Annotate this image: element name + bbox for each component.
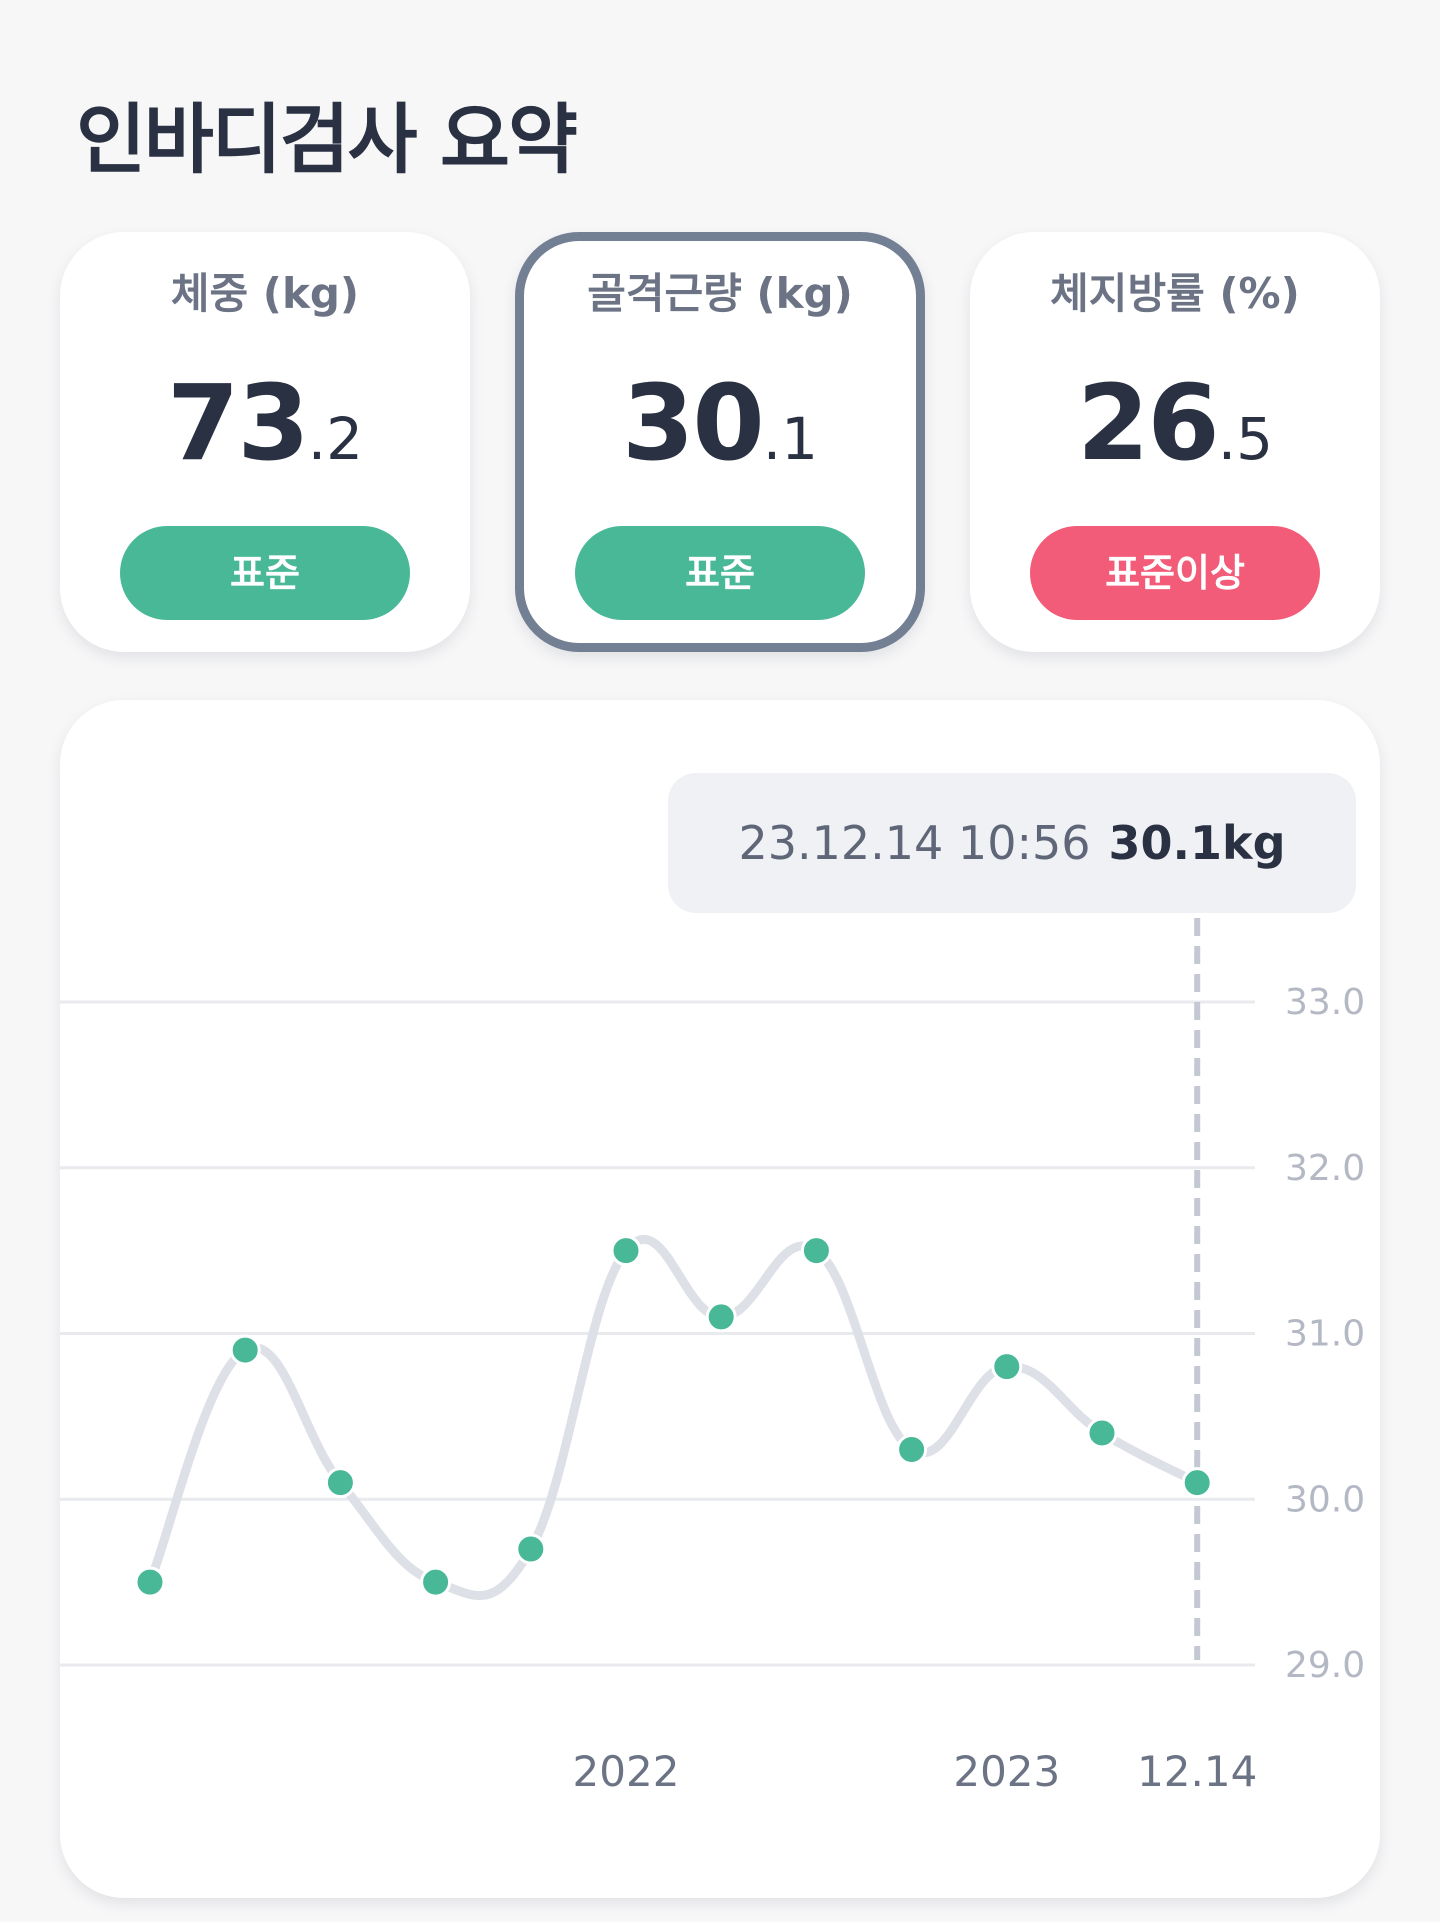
x-tick-label: 2022 [573,1747,680,1796]
x-tick-label: 2023 [953,1747,1060,1796]
y-tick-label: 33.0 [1285,982,1365,1023]
tooltip-datetime: 23.12.14 10:56 [738,816,1091,870]
value-decimal: .2 [307,405,364,473]
value-integer: 30 [621,362,765,484]
tooltip-value: 30.1kg [1108,816,1286,870]
series-line [145,1235,1202,1601]
data-point [420,1566,452,1598]
data-point [1181,1467,1213,1499]
card-weight[interactable]: 체중 (kg) 73.2 표준 [60,232,470,652]
y-tick-label: 29.0 [1285,1645,1365,1686]
y-tick-label: 31.0 [1285,1314,1365,1355]
y-tick-label: 32.0 [1285,1148,1365,1189]
card-skeletal-muscle[interactable]: 골격근량 (kg) 30.1 표준 [515,232,925,652]
card-label: 체중 (kg) [170,269,360,318]
card-body-fat[interactable]: 체지방률 (%) 26.5 표준이상 [970,232,1380,652]
page-title: 인바디검사 요약 [76,95,578,184]
data-point [800,1235,832,1267]
data-point [229,1334,261,1366]
status-badge: 표준이상 [1030,526,1320,620]
card-label: 체지방률 (%) [1050,269,1300,318]
x-tick-label: 12.14 [1137,1747,1257,1796]
data-point [515,1533,547,1565]
card-label: 골격근량 (kg) [587,269,853,318]
status-badge: 표준 [120,526,410,620]
card-value: 26.5 [970,362,1380,484]
status-badge: 표준 [575,526,865,620]
trend-chart[interactable]: 33.0 32.0 31.0 30.0 29.0 2022 2023 12.14 [60,700,1380,1898]
data-point [991,1351,1023,1383]
data-point [1086,1417,1118,1449]
y-tick-label: 30.0 [1285,1479,1365,1520]
summary-cards: 체중 (kg) 73.2 표준 골격근량 (kg) 30.1 표준 체지방률 (… [0,232,1440,652]
card-value: 30.1 [524,362,916,484]
value-decimal: .5 [1217,405,1274,473]
data-point [610,1235,642,1267]
data-point [896,1434,928,1466]
chart-tooltip: 23.12.14 10:56 30.1kg [668,773,1356,913]
value-integer: 73 [166,362,310,484]
value-decimal: .1 [762,405,819,473]
value-integer: 26 [1076,362,1220,484]
data-point [324,1467,356,1499]
data-point [134,1566,166,1598]
data-point [705,1301,737,1333]
card-value: 73.2 [60,362,470,484]
trend-chart-card: 23.12.14 10:56 30.1kg 33.0 32.0 31.0 30.0 29.… [60,700,1380,1898]
